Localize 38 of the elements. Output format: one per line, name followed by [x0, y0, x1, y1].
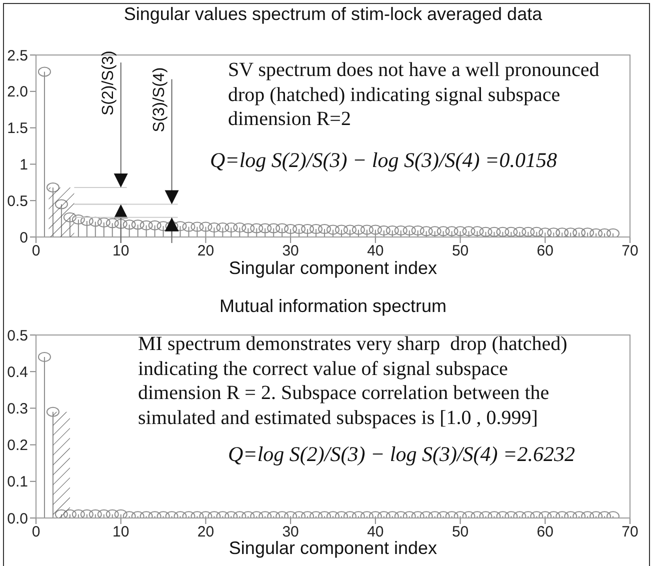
- x-tick-label: 10: [112, 242, 130, 260]
- x-tick-label: 20: [197, 242, 214, 260]
- annotation: SV spectrum does not have a well pronounced drop (hatched) indicating signal subspace dimension R=2: [228, 58, 600, 132]
- chart-title: Mutual information spectrum: [218, 296, 448, 317]
- y-tick-label: 0.4: [7, 364, 28, 381]
- x-axis-title: Singular component index: [228, 538, 438, 558]
- annotation: S(3)/S(4): [150, 67, 168, 132]
- x-tick-label: 70: [622, 242, 638, 260]
- annotation: S(2)/S(3): [100, 50, 117, 116]
- x-tick-label: 60: [536, 242, 554, 260]
- x-tick-label: 40: [367, 242, 384, 260]
- x-tick-label: 60: [536, 524, 554, 541]
- chart-title: Singular values spectrum of stim-lock averaged data: [122, 4, 544, 25]
- y-tick-label: 0.1: [7, 474, 28, 491]
- annotation: Q=log S(2)/S(3) − log S(3)/S(4) =0.0158: [210, 148, 557, 172]
- annotation: MI spectrum demonstrates very sharp drop (hatched) indicating the correct value of signal subspace dimension R = 2. Subspace correlation between the simulated and estimated subspaces is [1.0 , 0.999]: [138, 332, 568, 430]
- x-tick-label: 70: [622, 524, 638, 541]
- x-tick-label: 30: [282, 242, 299, 260]
- y-tick-label: 2.0: [7, 84, 28, 101]
- y-tick-label: 1.5: [7, 120, 28, 138]
- annotation: Q=log S(2)/S(3) − log S(3)/S(4) =2.6232: [228, 442, 575, 466]
- y-tick-label: 0: [20, 229, 28, 246]
- y-tick-label: 2.5: [7, 47, 28, 64]
- x-tick-label: 10: [112, 524, 130, 541]
- y-tick-label: 0.0: [7, 510, 28, 528]
- x-axis-title: Singular component index: [228, 258, 438, 279]
- x-tick-label: 20: [197, 524, 214, 541]
- x-tick-label: 30: [282, 524, 299, 541]
- y-tick-label: 0.5: [7, 327, 28, 344]
- x-tick-label: 0: [32, 524, 40, 541]
- y-tick-label: 0.2: [7, 437, 28, 454]
- y-tick-label: 0.3: [7, 400, 28, 418]
- x-tick-label: 40: [367, 524, 384, 541]
- x-tick-label: 50: [452, 242, 469, 260]
- x-tick-label: 0: [32, 242, 40, 260]
- y-tick-label: 1: [20, 156, 28, 174]
- y-tick-label: 0.5: [7, 192, 28, 210]
- x-tick-label: 50: [452, 524, 469, 541]
